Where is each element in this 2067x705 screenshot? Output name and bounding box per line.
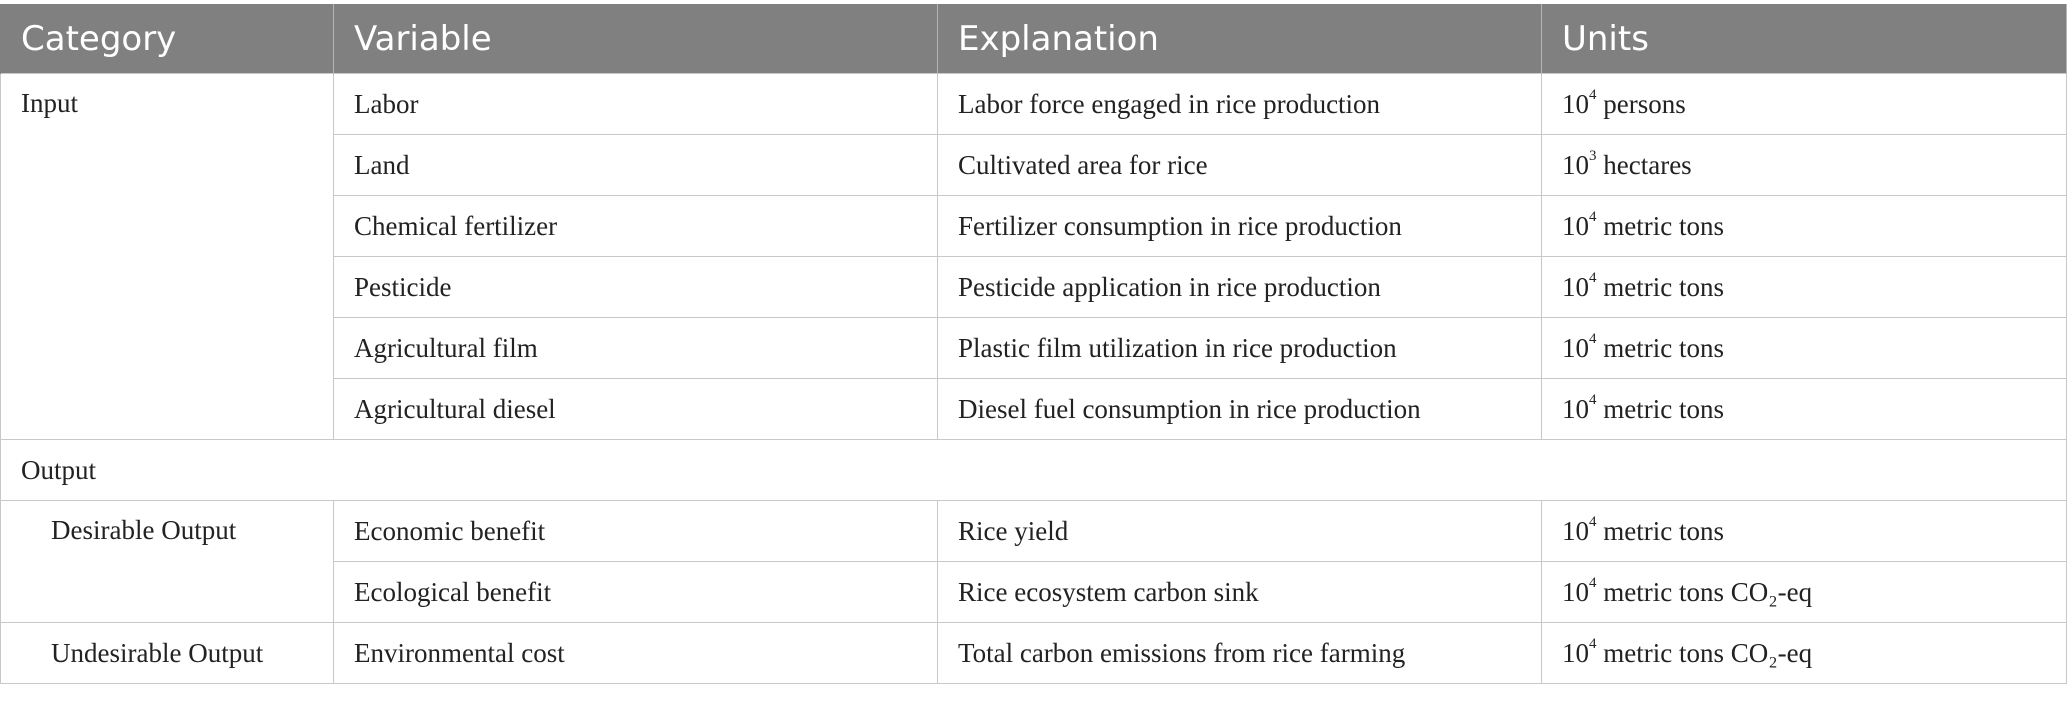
unit-exponent: 4 [1589, 208, 1597, 225]
variable-cell: Labor [333, 73, 938, 135]
explanation-cell: Total carbon emissions from rice farming [937, 622, 1542, 684]
unit-base: 10 [1562, 271, 1589, 302]
table-row: Chemical fertilizer Fertilizer consumpti… [1, 195, 2067, 257]
unit-exponent: 4 [1589, 269, 1597, 286]
category-undesirable-output: Undesirable Output [0, 622, 334, 684]
table-row: Agricultural diesel Diesel fuel consumpt… [1, 378, 2067, 440]
variable-cell: Economic benefit [333, 500, 938, 562]
units-cell: 104 metric tons [1541, 195, 2067, 257]
category-input: Input [0, 73, 334, 440]
explanation-cell: Labor force engaged in rice production [937, 73, 1542, 135]
units-cell: 104 metric tons [1541, 317, 2067, 379]
unit-text: metric tons [1596, 515, 1724, 546]
variable-cell: Land [333, 134, 938, 196]
unit-base: 10 [1562, 88, 1589, 119]
variable-cell: Ecological benefit [333, 561, 938, 623]
unit-text: metric tons [1596, 332, 1724, 363]
unit-base: 10 [1562, 576, 1589, 607]
unit-text: metric tons [1596, 210, 1724, 241]
unit-exponent: 4 [1589, 574, 1597, 591]
unit-base: 10 [1562, 210, 1589, 241]
explanation-cell: Pesticide application in rice production [937, 256, 1542, 318]
units-cell: 104 persons [1541, 73, 2067, 135]
unit-exponent: 4 [1589, 86, 1597, 103]
explanation-cell: Rice yield [937, 500, 1542, 562]
unit-exponent: 4 [1589, 635, 1597, 652]
table-row: Output [0, 439, 2067, 501]
table-row: Pesticide Pesticide application in rice … [1, 256, 2067, 318]
header-category: Category [0, 4, 334, 74]
explanation-cell: Fertilizer consumption in rice productio… [937, 195, 1542, 257]
unit-text: metric tons [1596, 393, 1724, 424]
header-variable: Variable [333, 4, 938, 74]
units-cell: 104 metric tons [1541, 256, 2067, 318]
header-explanation: Explanation [937, 4, 1542, 74]
explanation-cell: Diesel fuel consumption in rice producti… [937, 378, 1542, 440]
explanation-cell: Cultivated area for rice [937, 134, 1542, 196]
unit-exponent: 4 [1589, 513, 1597, 530]
unit-text: metric tons CO₂-eq [1596, 637, 1813, 668]
unit-base: 10 [1562, 149, 1589, 180]
table-row: Undesirable Output Environmental cost To… [0, 622, 2067, 684]
unit-text: hectares [1596, 149, 1692, 180]
units-cell: 104 metric tons CO₂-eq [1541, 561, 2067, 623]
explanation-cell: Plastic film utilization in rice product… [937, 317, 1542, 379]
unit-text: metric tons CO₂-eq [1596, 576, 1813, 607]
category-desirable-output: Desirable Output [0, 500, 334, 623]
units-cell: 104 metric tons [1541, 500, 2067, 562]
explanation-cell: Rice ecosystem carbon sink [937, 561, 1542, 623]
table-row: Input Labor Labor force engaged in rice … [0, 73, 2067, 440]
table-header-row: Category Variable Explanation Units [0, 4, 2067, 74]
unit-base: 10 [1562, 393, 1589, 424]
units-cell: 104 metric tons CO₂-eq [1541, 622, 2067, 684]
table-row: Desirable Output Economic benefit Rice y… [0, 500, 2067, 623]
header-units: Units [1541, 4, 2067, 74]
unit-base: 10 [1562, 637, 1589, 668]
unit-base: 10 [1562, 515, 1589, 546]
units-cell: 104 metric tons [1541, 378, 2067, 440]
unit-exponent: 4 [1589, 330, 1597, 347]
variable-cell: Environmental cost [333, 622, 938, 684]
variable-cell: Chemical fertilizer [333, 195, 938, 257]
unit-exponent: 3 [1589, 147, 1597, 164]
unit-base: 10 [1562, 332, 1589, 363]
units-cell: 103 hectares [1541, 134, 2067, 196]
unit-text: metric tons [1596, 271, 1724, 302]
variables-table: Category Variable Explanation Units Inpu… [0, 4, 2067, 684]
category-output: Output [0, 439, 2067, 501]
table-row: Land Cultivated area for rice 103 hectar… [1, 134, 2067, 196]
variable-cell: Agricultural diesel [333, 378, 938, 440]
unit-exponent: 4 [1589, 391, 1597, 408]
unit-text: persons [1596, 88, 1686, 119]
variable-cell: Pesticide [333, 256, 938, 318]
variable-cell: Agricultural film [333, 317, 938, 379]
